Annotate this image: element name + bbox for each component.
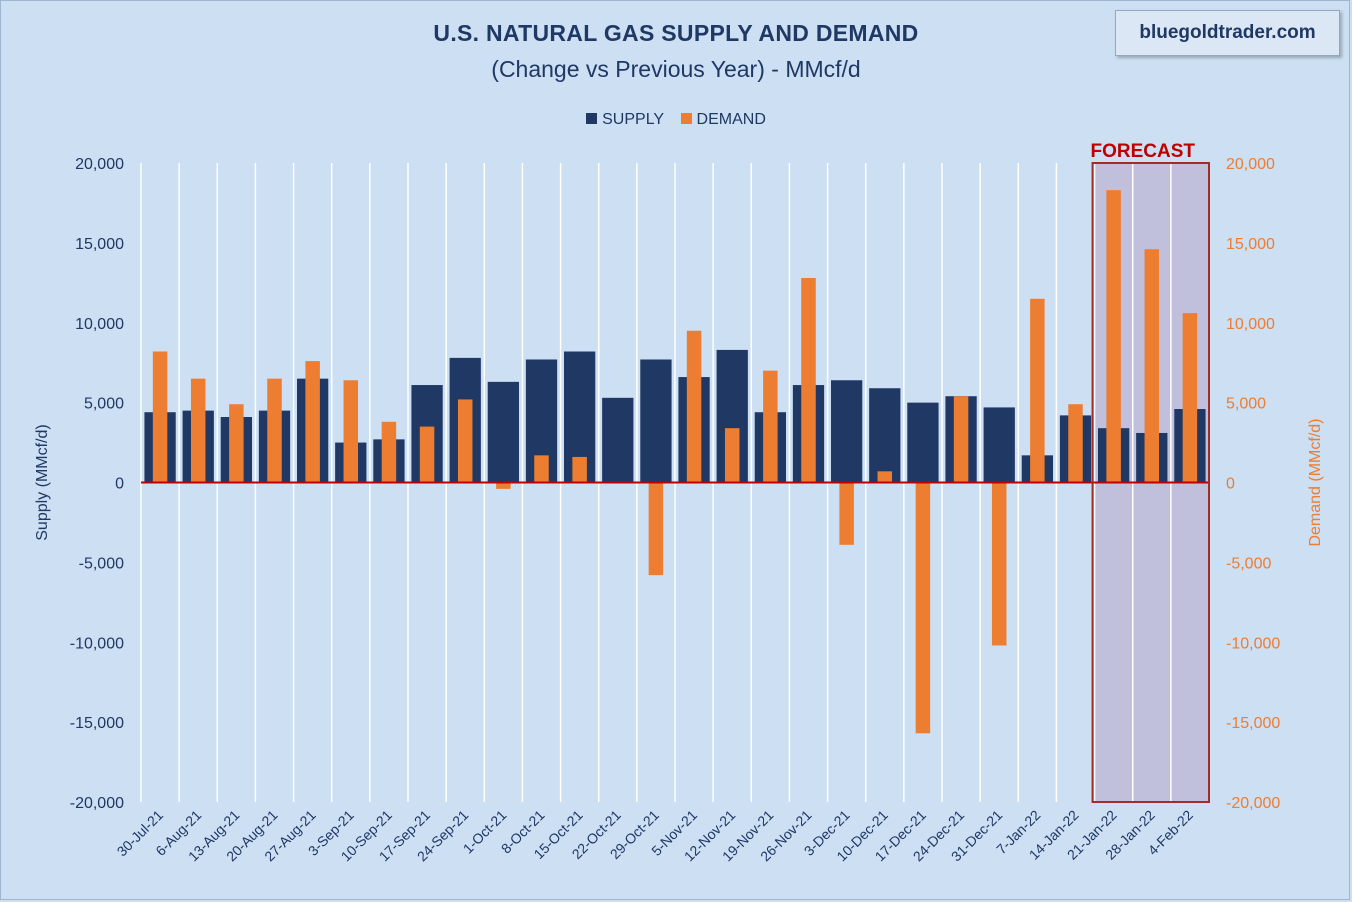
demand-bar	[305, 361, 320, 483]
demand-bar	[572, 456, 587, 483]
brand-label: bluegoldtrader.com	[1115, 10, 1340, 56]
demand-bar	[419, 426, 435, 483]
y2-tick-label: 20,000	[1226, 156, 1275, 173]
chart-title: U.S. NATURAL GAS SUPPLY AND DEMAND	[433, 20, 919, 46]
supply-bar	[983, 407, 1015, 483]
demand-bar	[381, 421, 397, 483]
y-tick-label: -15,000	[70, 715, 124, 732]
demand-bar	[1144, 249, 1160, 483]
demand-bar	[877, 471, 893, 483]
legend-label-supply: SUPPLY	[602, 111, 665, 128]
demand-bar	[343, 380, 359, 483]
supply-bar	[602, 397, 634, 483]
demand-bar	[190, 378, 206, 483]
demand-bar	[915, 482, 931, 734]
demand-bar	[1030, 298, 1045, 483]
y2-tick-label: -20,000	[1226, 795, 1280, 812]
y2-axis-title: Demand (MMcf/d)	[1307, 418, 1324, 546]
y2-tick-label: 15,000	[1226, 236, 1275, 253]
y-tick-label: -10,000	[70, 635, 124, 652]
supply-bar	[907, 402, 939, 483]
legend: SUPPLY DEMAND	[0, 111, 1352, 129]
demand-bar	[839, 482, 854, 545]
demand-bar	[763, 370, 778, 483]
demand-bar	[724, 428, 740, 483]
supply-bar	[640, 359, 672, 483]
y2-tick-label: -5,000	[1226, 555, 1271, 572]
y-axis-title: Supply (MMcf/d)	[34, 424, 51, 540]
demand-bar	[1106, 190, 1121, 483]
demand-bar	[801, 278, 816, 483]
y-tick-label: 5,000	[84, 396, 124, 413]
demand-bar	[1068, 404, 1083, 483]
forecast-label: FORECAST	[1091, 141, 1196, 162]
demand-bar	[648, 482, 664, 576]
y-tick-label: 10,000	[75, 316, 124, 333]
demand-bar	[152, 351, 168, 483]
forecast-border	[1091, 162, 1210, 803]
demand-bar	[496, 482, 511, 489]
demand-bar	[991, 482, 1007, 646]
y2-tick-label: 0	[1226, 476, 1235, 493]
y2-tick-label: 10,000	[1226, 316, 1275, 333]
demand-bar	[953, 396, 969, 483]
y-tick-label: -20,000	[70, 795, 124, 812]
demand-bar	[1182, 313, 1198, 483]
demand-bar	[267, 378, 282, 483]
demand-bar	[534, 455, 549, 483]
y2-tick-label: 5,000	[1226, 396, 1266, 413]
y-tick-label: 0	[115, 476, 124, 493]
y-tick-label: 20,000	[75, 156, 124, 173]
chart-subtitle: (Change vs Previous Year) - MMcf/d	[491, 56, 861, 82]
legend-label-demand: DEMAND	[696, 111, 766, 128]
demand-bar	[229, 404, 244, 483]
supply-bar	[869, 388, 901, 483]
legend-swatch-supply	[586, 113, 598, 124]
legend-item-supply: SUPPLY	[586, 111, 664, 129]
y2-tick-label: -15,000	[1226, 715, 1280, 732]
demand-bar	[686, 330, 702, 483]
supply-bar	[487, 381, 519, 483]
legend-swatch-demand	[680, 113, 692, 124]
legend-item-demand: DEMAND	[680, 111, 766, 129]
y2-tick-label: -10,000	[1226, 635, 1280, 652]
y-tick-label: -5,000	[79, 555, 124, 572]
y-tick-label: 15,000	[75, 236, 124, 253]
supply-bar	[831, 380, 863, 483]
demand-bar	[457, 399, 473, 483]
